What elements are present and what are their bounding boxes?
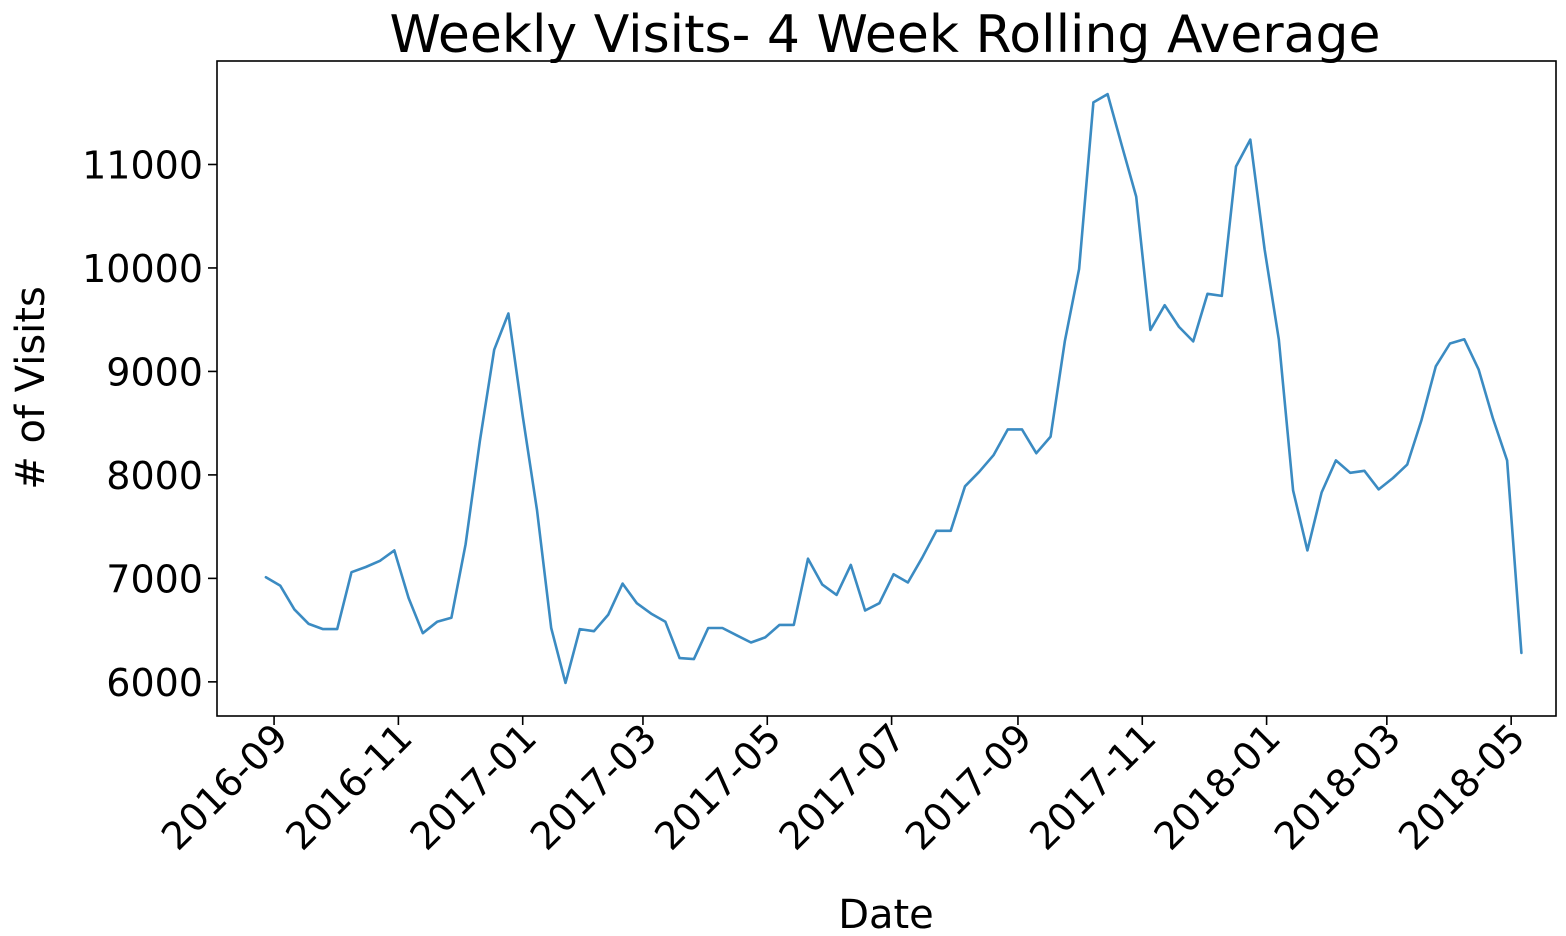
x-axis-label: Date (838, 892, 934, 936)
x-tick-label: 2018-03 (1266, 715, 1409, 858)
x-tick-label: 2017-11 (1021, 715, 1164, 858)
y-tick-label: 6000 (106, 661, 203, 705)
y-axis: 6000 7000 8000 9000 10000 11000 (82, 143, 217, 705)
x-tick-label: 2016-11 (277, 715, 420, 858)
y-tick-label: 10000 (82, 247, 203, 291)
x-tick-label: 2017-07 (771, 715, 914, 858)
y-tick-label: 8000 (106, 454, 203, 498)
x-tick-label: 2018-01 (1146, 715, 1289, 858)
x-tick-label: 2018-05 (1390, 715, 1533, 858)
series-line (264, 92, 1523, 685)
y-axis-label: # of Visits (8, 286, 54, 490)
y-tick-label: 11000 (82, 143, 203, 187)
x-tick-label: 2016-09 (153, 715, 296, 858)
x-tick-label: 2017-05 (646, 715, 789, 858)
x-tick-label: 2017-03 (522, 715, 665, 858)
x-tick-label: 2017-09 (897, 715, 1040, 858)
y-tick-label: 9000 (106, 350, 203, 394)
plot-area (216, 60, 1557, 717)
chart-title: Weekly Visits- 4 Week Rolling Average (390, 5, 1381, 65)
x-axis: 2016-092016-112017-012017-032017-052017-… (153, 715, 1533, 858)
y-tick-label: 7000 (106, 557, 203, 601)
x-tick-label: 2017-01 (402, 715, 545, 858)
